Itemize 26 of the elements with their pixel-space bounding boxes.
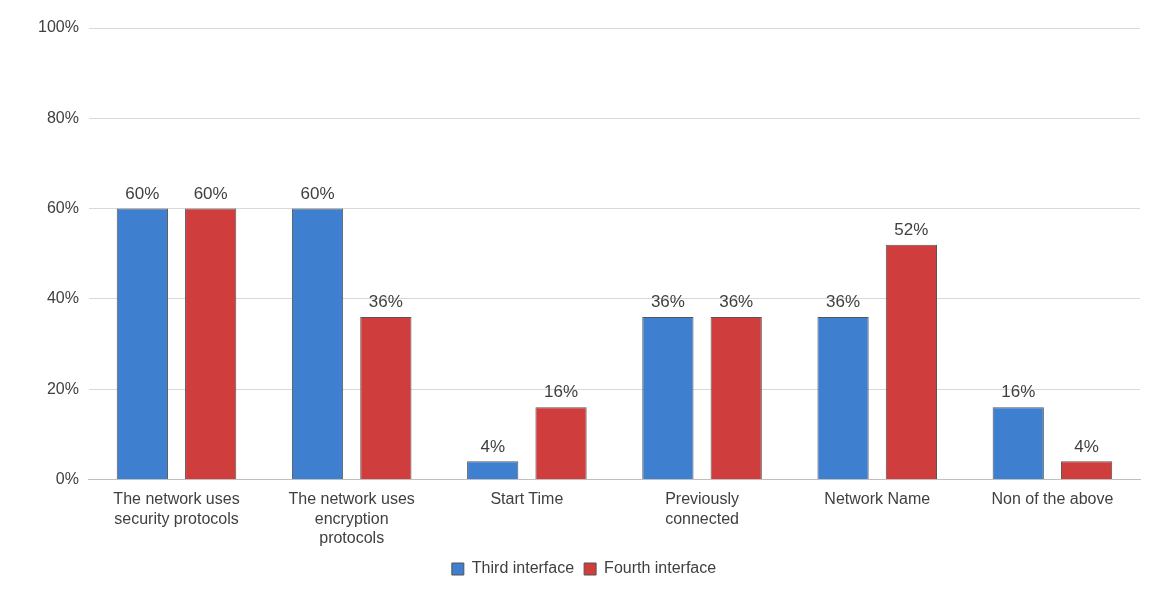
data-label: 36% xyxy=(650,292,685,312)
x-tick-label: Start Time xyxy=(490,490,564,508)
x-tick-label: Previously connected xyxy=(665,490,739,527)
data-label: 36% xyxy=(719,292,754,312)
data-label: 16% xyxy=(1001,382,1036,402)
legend-label: Fourth interface xyxy=(604,559,717,577)
y-tick-label: 100% xyxy=(38,18,79,36)
y-tick-label: 60% xyxy=(46,198,79,216)
data-label: 16% xyxy=(544,382,579,402)
data-label: 4% xyxy=(1074,436,1099,456)
data-label: 60% xyxy=(300,183,335,203)
y-tick-label: 80% xyxy=(46,108,79,126)
data-label: 36% xyxy=(368,292,403,312)
data-label: 36% xyxy=(826,292,861,312)
y-tick-label: 40% xyxy=(46,289,79,307)
x-tick-label: Network Name xyxy=(824,490,931,508)
data-label: 60% xyxy=(125,183,160,203)
data-label: 4% xyxy=(480,436,505,456)
legend-label: Third interface xyxy=(471,559,575,577)
y-tick-label: 20% xyxy=(46,379,79,397)
x-tick-label: The network uses encryption protocols xyxy=(288,490,415,546)
x-tick-label: Non of the above xyxy=(991,490,1114,508)
data-label: 52% xyxy=(894,219,929,239)
x-tick-label: The network uses security protocols xyxy=(113,490,240,527)
data-label: 60% xyxy=(193,183,228,203)
y-tick-label: 0% xyxy=(55,469,79,487)
